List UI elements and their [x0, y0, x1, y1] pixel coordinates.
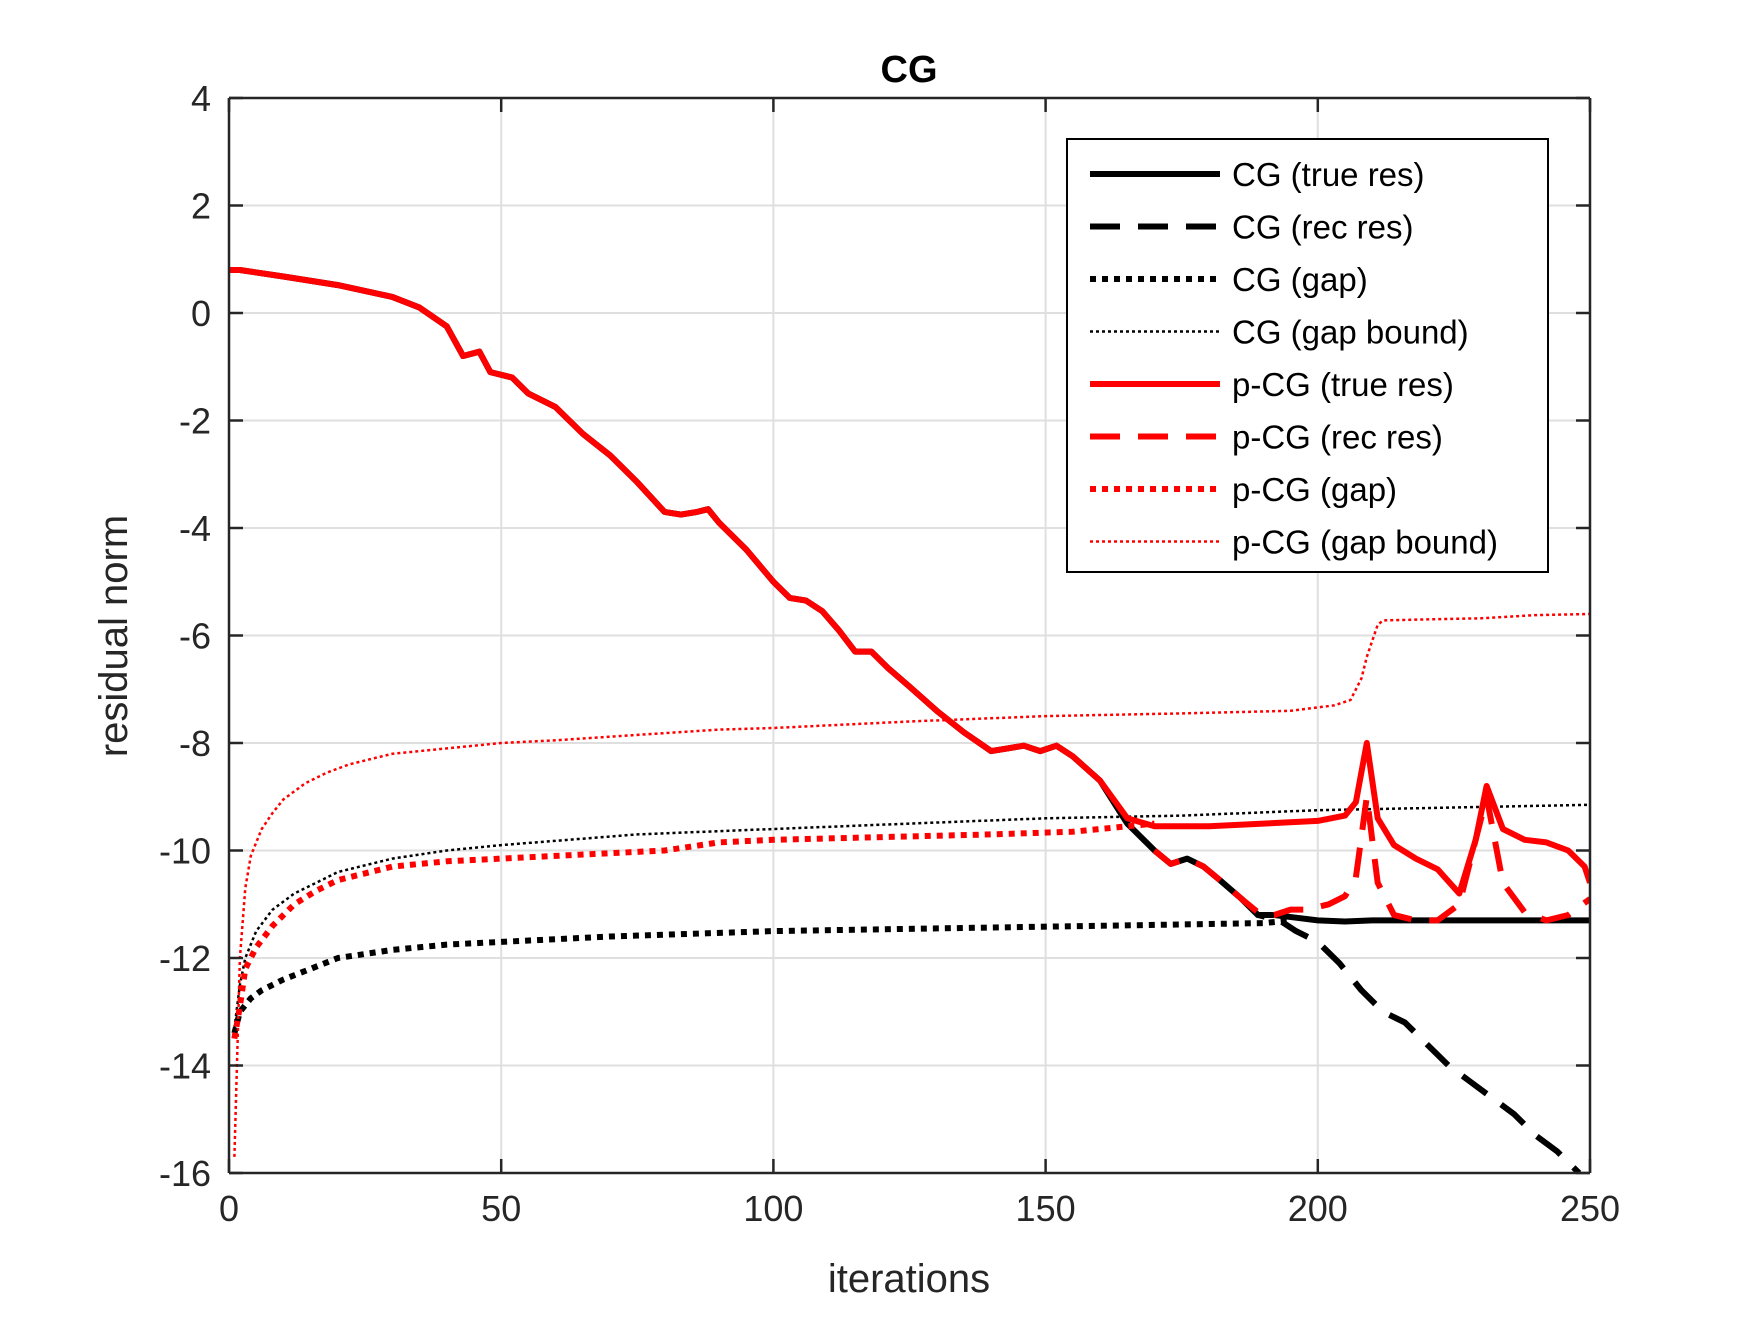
- series-line-4: [229, 267, 1590, 897]
- series-group: [229, 267, 1590, 1173]
- series-line-1: [1239, 896, 1582, 1173]
- legend-label-5: p-CG (rec res): [1232, 419, 1443, 456]
- y-tick-label: 2: [191, 186, 211, 227]
- x-tick-label: 100: [743, 1188, 803, 1229]
- legend-label-6: p-CG (gap): [1232, 471, 1397, 508]
- y-tick-label: -10: [159, 831, 211, 872]
- legend-label-3: CG (gap bound): [1232, 314, 1469, 351]
- legend-box: [1066, 138, 1549, 573]
- legend-label-7: p-CG (gap bound): [1232, 524, 1498, 561]
- legend-label-4: p-CG (true res): [1232, 366, 1454, 403]
- x-tick-label: 50: [481, 1188, 521, 1229]
- x-tick-label: 150: [1016, 1188, 1076, 1229]
- x-tick-label: 250: [1560, 1188, 1620, 1229]
- legend-label-2: CG (gap): [1232, 261, 1368, 298]
- y-tick-label: -4: [179, 508, 211, 549]
- y-tick-label: 0: [191, 293, 211, 334]
- y-tick-label: -6: [179, 616, 211, 657]
- x-tick-label: 200: [1288, 1188, 1348, 1229]
- y-tick-label: -12: [159, 938, 211, 979]
- x-tick-label: 0: [219, 1188, 239, 1229]
- series-line-5: [1152, 793, 1590, 924]
- legend: CG (true res) CG (rec res) CG (gap) CG (gap…: [1066, 138, 1549, 573]
- chart-title: CG: [881, 49, 938, 91]
- y-tick-label: -14: [159, 1046, 211, 1087]
- series-line-2: [231, 917, 1291, 1035]
- y-tick-label: -16: [159, 1153, 211, 1194]
- axes: 0 50 100 150 200 250 4 2 0 -2 -4 -6 -8 -10 -12 -14 -16: [159, 78, 1620, 1229]
- series-line-7: [233, 612, 1590, 1157]
- y-tick-label: -2: [179, 401, 211, 442]
- series-line-3: [233, 803, 1590, 1029]
- legend-label-0: CG (true res): [1232, 156, 1425, 193]
- x-axis-label: iterations: [828, 1257, 990, 1301]
- y-tick-label: -8: [179, 723, 211, 764]
- legend-label-1: CG (rec res): [1232, 209, 1414, 246]
- y-tick-label: 4: [191, 78, 211, 119]
- y-axis-label: residual norm: [92, 515, 136, 757]
